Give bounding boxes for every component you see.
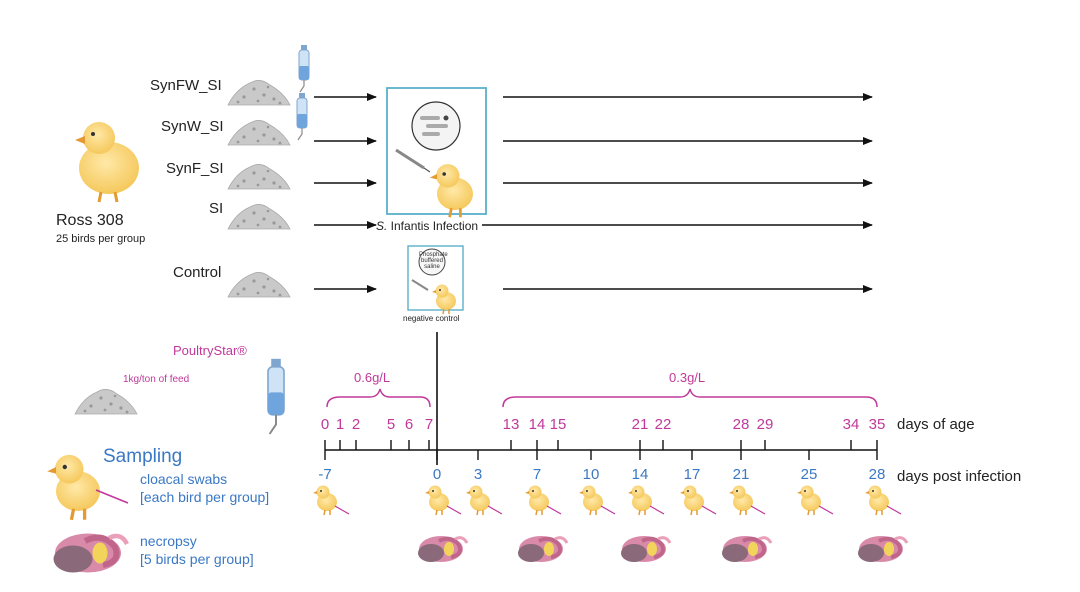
day-post-infection-label: 0 — [432, 466, 442, 483]
day-of-age-label: 35 — [868, 416, 886, 433]
group-label-synfw: SynFW_SI — [150, 77, 222, 94]
pbs-bubble-text: Phosphate buffered saline — [419, 252, 448, 270]
day-of-age-label: 6 — [404, 416, 414, 433]
negative-control-label: negative control — [403, 314, 460, 323]
day-of-age-label: 1 — [335, 416, 345, 433]
poultrystar-feed-icon — [74, 388, 138, 415]
bird-count: 25 birds per group — [56, 233, 146, 245]
poultrystar-bottle-icon — [267, 357, 285, 435]
water-bottle-icon — [298, 44, 310, 93]
group-label-control: Control — [173, 264, 222, 281]
day-of-age-label: 22 — [654, 416, 672, 433]
day-of-age-label: 34 — [842, 416, 860, 433]
necropsy-icon — [856, 534, 909, 564]
day-of-age-label: 15 — [549, 416, 567, 433]
swab-chicks — [312, 484, 902, 516]
day-post-infection-label: 28 — [868, 466, 886, 483]
necropsy-line1: necropsy — [140, 533, 197, 549]
dose-early: 0.6g/L — [354, 370, 391, 385]
swab-chick-icon — [679, 484, 717, 516]
sampling-title: Sampling — [103, 446, 183, 467]
sampling-chick-icon — [45, 453, 102, 522]
day-of-age-label: 29 — [756, 416, 774, 433]
swab-chick-icon — [627, 484, 665, 516]
ross-chick-icon — [75, 122, 139, 203]
feed-pile-icon — [227, 271, 291, 298]
infection-label: S. Infantis Infection — [376, 219, 479, 233]
necropsy-line2: [5 birds per group] — [140, 551, 254, 567]
day-of-age-label: 14 — [528, 416, 546, 433]
necropsy-icon — [416, 534, 469, 564]
days-post-infection-title: days post infection — [897, 468, 1022, 485]
infection-box — [386, 87, 487, 219]
day-post-infection-label: 21 — [732, 466, 750, 483]
swab-chick-icon — [465, 484, 503, 516]
day-post-infection-label: 10 — [582, 466, 600, 483]
swab-chick-icon — [796, 484, 834, 516]
water-bottle-icon — [296, 92, 308, 141]
day-of-age-label: 7 — [424, 416, 434, 433]
day-post-infection-label: 17 — [683, 466, 701, 483]
day-of-age-label: 5 — [386, 416, 396, 433]
swabs-line2: [each bird per group] — [140, 489, 270, 505]
feed-pile-icon — [227, 163, 291, 190]
necropsy-icon — [720, 534, 773, 564]
day-of-age-label: 2 — [351, 416, 361, 433]
swabs-line1: cloacal swabs — [140, 471, 228, 487]
bird-strain: Ross 308 — [56, 212, 124, 229]
dose-brace-early — [326, 388, 431, 408]
day-of-age-label: 21 — [631, 416, 649, 433]
control-box — [407, 245, 464, 315]
swab-chick-icon — [864, 484, 902, 516]
swab-chick-icon — [424, 484, 462, 516]
necropsy-legend-icon — [54, 534, 128, 573]
feed-pile-icon — [227, 79, 291, 106]
group-label-synw: SynW_SI — [161, 118, 224, 135]
day-of-age-label: 28 — [732, 416, 750, 433]
swab-chick-icon — [728, 484, 766, 516]
swab-chick-icon — [312, 484, 350, 516]
day-post-infection-label: 3 — [473, 466, 483, 483]
feed-pile-icon — [227, 203, 291, 230]
day-post-infection-label: 7 — [532, 466, 542, 483]
necropsy-icons — [416, 534, 909, 564]
product-dose-feed: 1kg/ton of feed — [123, 374, 190, 385]
dose-late: 0.3g/L — [669, 370, 706, 385]
group-label-si: SI — [209, 200, 224, 217]
timeline-ticks — [324, 440, 878, 460]
day-of-age-label: 0 — [320, 416, 330, 433]
feed-pile-icon — [227, 119, 291, 146]
swab-icon — [95, 489, 129, 504]
product-name: PoultryStar® — [173, 343, 247, 358]
necropsy-icon — [516, 534, 569, 564]
days-of-age-title: days of age — [897, 416, 975, 433]
group-label-synf: SynF_SI — [166, 160, 224, 177]
day-post-infection-label: 14 — [631, 466, 649, 483]
dose-brace-late — [502, 388, 878, 408]
swab-chick-icon — [578, 484, 616, 516]
day-post-infection-label: -7 — [318, 466, 332, 483]
day-post-infection-label: 25 — [800, 466, 818, 483]
day-of-age-label: 13 — [502, 416, 520, 433]
swab-chick-icon — [524, 484, 562, 516]
necropsy-icon — [619, 534, 672, 564]
